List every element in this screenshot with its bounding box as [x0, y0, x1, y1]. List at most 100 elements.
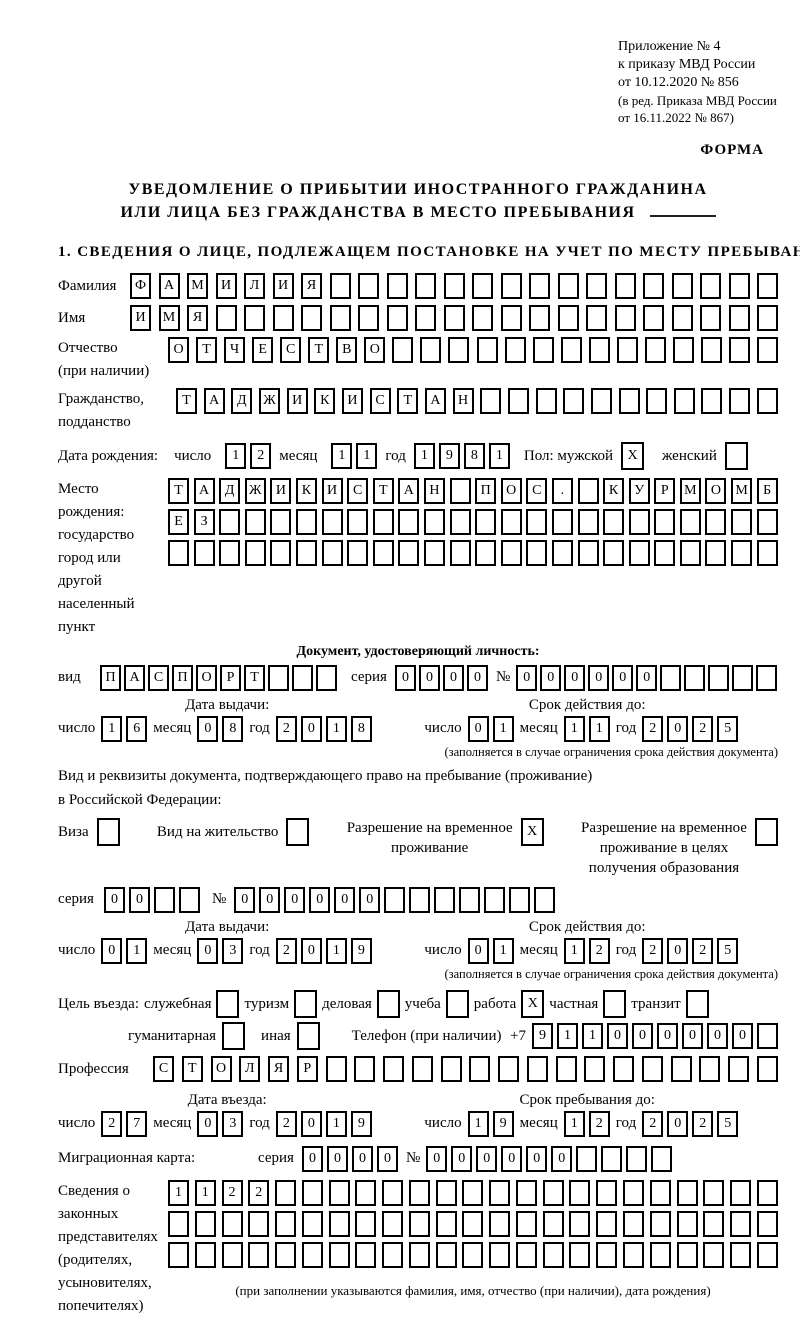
cell-filled[interactable]: 1: [325, 715, 347, 742]
cell-empty[interactable]: [221, 1211, 243, 1237]
cell-filled[interactable]: Я: [187, 305, 208, 331]
cell-filled[interactable]: 0: [657, 1023, 678, 1049]
cell-empty[interactable]: [178, 886, 200, 913]
cell-empty[interactable]: [215, 305, 237, 331]
cell-empty[interactable]: [489, 1211, 511, 1237]
cell-filled[interactable]: С: [347, 478, 369, 504]
cell-filled[interactable]: 9: [532, 1023, 553, 1049]
cell-filled[interactable]: 1: [413, 443, 435, 469]
cell-empty[interactable]: [462, 1180, 484, 1206]
cell-filled[interactable]: С: [526, 478, 548, 504]
cell-filled[interactable]: 5: [717, 1110, 739, 1137]
cell-empty[interactable]: [577, 540, 599, 566]
cell-empty[interactable]: [563, 388, 585, 414]
cell-empty[interactable]: [557, 305, 579, 331]
cell-empty[interactable]: [529, 273, 550, 299]
cell-empty[interactable]: [577, 509, 599, 535]
cell-empty[interactable]: [480, 388, 502, 414]
cell-empty[interactable]: [700, 337, 722, 363]
cell-filled[interactable]: К: [603, 478, 625, 504]
cell-filled[interactable]: О: [210, 1056, 232, 1082]
cell-empty[interactable]: [557, 273, 579, 299]
cell-empty[interactable]: [498, 1056, 519, 1082]
cell-empty[interactable]: [551, 509, 573, 535]
cell-filled[interactable]: 0: [197, 715, 219, 742]
cell-empty[interactable]: [701, 388, 723, 414]
cell-filled[interactable]: М: [679, 478, 701, 504]
cell-filled[interactable]: 8: [463, 443, 485, 469]
cell-filled[interactable]: 1: [325, 937, 347, 964]
cell-empty[interactable]: [222, 1022, 246, 1050]
cell-empty[interactable]: [551, 540, 573, 566]
cell-filled[interactable]: X: [621, 442, 645, 470]
cell-empty[interactable]: [295, 509, 317, 535]
cell-empty[interactable]: [569, 1180, 591, 1206]
cell-empty[interactable]: [654, 540, 676, 566]
cell-filled[interactable]: И: [272, 273, 294, 299]
cell-filled[interactable]: 2: [692, 937, 714, 964]
cell-filled[interactable]: О: [196, 664, 217, 691]
cell-empty[interactable]: [555, 1056, 577, 1082]
cell-filled[interactable]: Б: [756, 478, 778, 504]
cell-empty[interactable]: [382, 1180, 404, 1206]
cell-empty[interactable]: [613, 1056, 634, 1082]
cell-empty[interactable]: [168, 1242, 189, 1268]
cell-filled[interactable]: 3: [222, 1110, 244, 1137]
cell-empty[interactable]: [628, 509, 650, 535]
cell-empty[interactable]: [576, 1145, 598, 1172]
cell-empty[interactable]: [756, 509, 778, 535]
cell-filled[interactable]: 8: [350, 715, 372, 742]
cell-filled[interactable]: 0: [466, 664, 488, 691]
cell-empty[interactable]: [434, 886, 456, 913]
cell-empty[interactable]: [535, 388, 557, 414]
cell-empty[interactable]: [670, 1056, 692, 1082]
cell-empty[interactable]: [703, 1211, 725, 1237]
cell-empty[interactable]: [286, 818, 310, 846]
cell-filled[interactable]: Д: [231, 388, 253, 414]
cell-empty[interactable]: [423, 509, 445, 535]
cell-empty[interactable]: [542, 1242, 564, 1268]
cell-empty[interactable]: [301, 1180, 323, 1206]
cell-filled[interactable]: Т: [168, 478, 189, 504]
cell-empty[interactable]: [757, 1023, 778, 1049]
cell-filled[interactable]: 0: [442, 664, 464, 691]
cell-empty[interactable]: [500, 540, 522, 566]
cell-empty[interactable]: [193, 540, 215, 566]
cell-filled[interactable]: 0: [300, 1110, 322, 1137]
cell-filled[interactable]: Т: [176, 388, 197, 414]
cell-empty[interactable]: [449, 478, 471, 504]
cell-empty[interactable]: [268, 664, 289, 691]
cell-empty[interactable]: [219, 540, 241, 566]
cell-empty[interactable]: [730, 1180, 752, 1206]
cell-filled[interactable]: С: [153, 1056, 174, 1082]
cell-empty[interactable]: [355, 1242, 377, 1268]
cell-filled[interactable]: 2: [250, 443, 272, 469]
cell-empty[interactable]: [731, 540, 753, 566]
cell-empty[interactable]: [292, 664, 313, 691]
cell-filled[interactable]: 0: [284, 886, 306, 913]
cell-filled[interactable]: .: [551, 478, 573, 504]
cell-filled[interactable]: 2: [275, 1110, 297, 1137]
cell-filled[interactable]: 2: [248, 1180, 270, 1206]
cell-empty[interactable]: [96, 818, 120, 846]
cell-filled[interactable]: 0: [551, 1145, 573, 1172]
cell-filled[interactable]: М: [158, 305, 180, 331]
cell-empty[interactable]: [526, 540, 548, 566]
cell-empty[interactable]: [301, 305, 322, 331]
cell-filled[interactable]: П: [172, 664, 193, 691]
cell-filled[interactable]: С: [369, 388, 391, 414]
cell-empty[interactable]: [699, 1056, 721, 1082]
cell-filled[interactable]: Т: [308, 337, 330, 363]
cell-empty[interactable]: [448, 337, 470, 363]
cell-empty[interactable]: [500, 273, 522, 299]
cell-empty[interactable]: [386, 273, 408, 299]
cell-empty[interactable]: [569, 1242, 591, 1268]
cell-empty[interactable]: [386, 305, 408, 331]
cell-empty[interactable]: [684, 664, 706, 691]
cell-empty[interactable]: [515, 1211, 537, 1237]
cell-filled[interactable]: С: [148, 664, 169, 691]
cell-filled[interactable]: А: [398, 478, 420, 504]
cell-empty[interactable]: [649, 1211, 671, 1237]
cell-filled[interactable]: Т: [181, 1056, 203, 1082]
cell-empty[interactable]: [219, 509, 241, 535]
